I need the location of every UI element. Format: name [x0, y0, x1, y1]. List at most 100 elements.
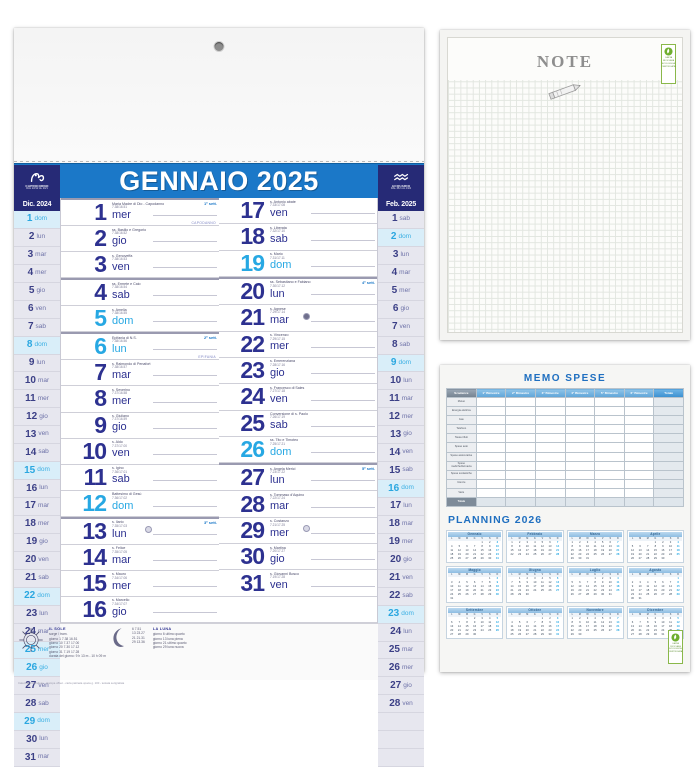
- mini-day[interactable]: 12: [548, 581, 552, 585]
- mini-day[interactable]: 4: [451, 545, 453, 549]
- mini-day[interactable]: 9: [601, 581, 604, 585]
- mini-day[interactable]: 24: [661, 629, 665, 633]
- expense-cell[interactable]: [594, 396, 625, 408]
- mini-day[interactable]: 5: [466, 581, 468, 585]
- mini-day[interactable]: 22: [570, 629, 574, 633]
- mini-day[interactable]: 12: [518, 625, 522, 629]
- expense-cell[interactable]: [623, 424, 655, 435]
- expense-cell[interactable]: [594, 406, 625, 417]
- mini-day[interactable]: 28: [556, 553, 560, 557]
- expense-cell[interactable]: [594, 478, 625, 489]
- mini-day[interactable]: 15: [488, 585, 492, 589]
- mini-day[interactable]: 7: [481, 581, 483, 585]
- day-row[interactable]: 10 s. Aldo 7.37/17.00 ven: [61, 439, 219, 465]
- mini-day[interactable]: 8: [489, 581, 491, 585]
- mini-day[interactable]: 28: [533, 633, 537, 637]
- mini-day[interactable]: 7: [511, 581, 513, 585]
- mini-day[interactable]: 28: [616, 553, 620, 557]
- day-row[interactable]: 20 ss. Sebastiano e Fabiano 7.30/17.12 lun 4…: [219, 276, 377, 306]
- expense-cell[interactable]: [534, 478, 566, 489]
- expense-cell[interactable]: [505, 460, 536, 471]
- write-line[interactable]: [153, 241, 217, 243]
- mini-day[interactable]: 14: [646, 549, 650, 553]
- mini-day[interactable]: 14: [533, 625, 537, 629]
- mini-day[interactable]: 20: [608, 549, 612, 553]
- mini-day[interactable]: 2: [631, 581, 634, 585]
- day-row[interactable]: 11 s. Igino 7.36/17.01 sab: [61, 465, 219, 491]
- mini-day[interactable]: 21: [457, 629, 461, 633]
- mini-day[interactable]: 13: [638, 549, 642, 553]
- mini-day[interactable]: 29: [646, 633, 650, 637]
- mini-day[interactable]: 20: [525, 629, 529, 633]
- day-row[interactable]: 14 s. Felice 7.35/17.05 mar: [61, 545, 219, 571]
- mini-day[interactable]: 17: [638, 589, 642, 593]
- mini-day[interactable]: 6: [466, 545, 468, 549]
- mini-day[interactable]: 17: [661, 625, 665, 629]
- mini-day[interactable]: 10: [638, 585, 642, 589]
- mini-day[interactable]: 24: [669, 553, 673, 557]
- expense-cell[interactable]: [564, 451, 596, 462]
- mini-day[interactable]: 1: [654, 541, 657, 545]
- mini-day[interactable]: 28: [585, 593, 589, 597]
- mini-day[interactable]: 2: [518, 541, 521, 545]
- write-line[interactable]: [311, 585, 375, 587]
- mini-day[interactable]: 15: [646, 625, 650, 629]
- mini-day[interactable]: 8: [571, 545, 574, 549]
- day-row[interactable]: 28 s. Tommaso d'Aquino 7.22/17.24 mar: [219, 491, 377, 518]
- mini-day[interactable]: 31: [450, 597, 454, 601]
- mini-day[interactable]: 21: [646, 553, 650, 557]
- mini-day[interactable]: 17: [525, 549, 529, 553]
- write-line[interactable]: [153, 321, 217, 323]
- expense-cell[interactable]: [653, 487, 684, 499]
- day-row[interactable]: 19 s. Mario 7.31/17.11 dom: [219, 251, 377, 277]
- mini-day[interactable]: 29: [570, 633, 574, 637]
- mini-day[interactable]: 17: [585, 549, 589, 553]
- mini-day[interactable]: 26: [570, 593, 574, 597]
- write-line[interactable]: [311, 294, 375, 296]
- mini-day[interactable]: 22: [540, 629, 544, 633]
- mini-day[interactable]: 6: [549, 541, 551, 545]
- mini-day[interactable]: 30: [473, 633, 477, 637]
- mini-day[interactable]: 19: [631, 553, 635, 557]
- mini-day[interactable]: 9: [662, 545, 664, 549]
- expense-cell[interactable]: [505, 487, 536, 499]
- mini-day[interactable]: 21: [585, 589, 589, 593]
- expense-cell[interactable]: [653, 478, 684, 489]
- write-line[interactable]: [311, 425, 375, 427]
- expense-cell[interactable]: [534, 424, 566, 435]
- mini-day[interactable]: 7: [458, 621, 461, 625]
- mini-day[interactable]: 5: [518, 621, 521, 625]
- write-line[interactable]: [311, 213, 375, 215]
- mini-day[interactable]: 6: [639, 545, 641, 549]
- mini-day[interactable]: 3: [586, 541, 589, 545]
- mini-day[interactable]: 5: [677, 617, 679, 621]
- expense-cell[interactable]: [505, 478, 536, 489]
- write-line[interactable]: [153, 295, 217, 297]
- mini-day[interactable]: 3: [451, 581, 453, 585]
- expense-cell[interactable]: [564, 396, 596, 408]
- mini-day[interactable]: 4: [669, 617, 672, 621]
- write-line[interactable]: [153, 267, 217, 269]
- mini-day[interactable]: 19: [457, 553, 461, 557]
- mini-day[interactable]: 12: [457, 549, 461, 553]
- write-line[interactable]: [153, 453, 217, 455]
- mini-day[interactable]: 22: [593, 589, 597, 593]
- expense-cell[interactable]: [475, 415, 507, 426]
- expense-cell[interactable]: [475, 469, 507, 480]
- mini-day[interactable]: 3: [496, 541, 499, 545]
- mini-day[interactable]: 20: [638, 553, 642, 557]
- mini-day[interactable]: 30: [653, 633, 657, 637]
- mini-day[interactable]: 15: [593, 585, 597, 589]
- expense-cell[interactable]: [564, 460, 596, 471]
- write-line[interactable]: [311, 399, 375, 401]
- mini-day[interactable]: 2: [549, 617, 551, 621]
- mini-day[interactable]: 30: [578, 557, 582, 561]
- mini-day[interactable]: 14: [616, 621, 620, 625]
- mini-day[interactable]: 21: [533, 629, 537, 633]
- mini-day[interactable]: 2: [662, 541, 664, 545]
- mini-day[interactable]: 8: [518, 581, 521, 585]
- mini-day[interactable]: 10: [661, 621, 665, 625]
- write-line[interactable]: [153, 215, 217, 217]
- mini-day[interactable]: 29: [518, 593, 522, 597]
- mini-day[interactable]: 12: [653, 585, 657, 589]
